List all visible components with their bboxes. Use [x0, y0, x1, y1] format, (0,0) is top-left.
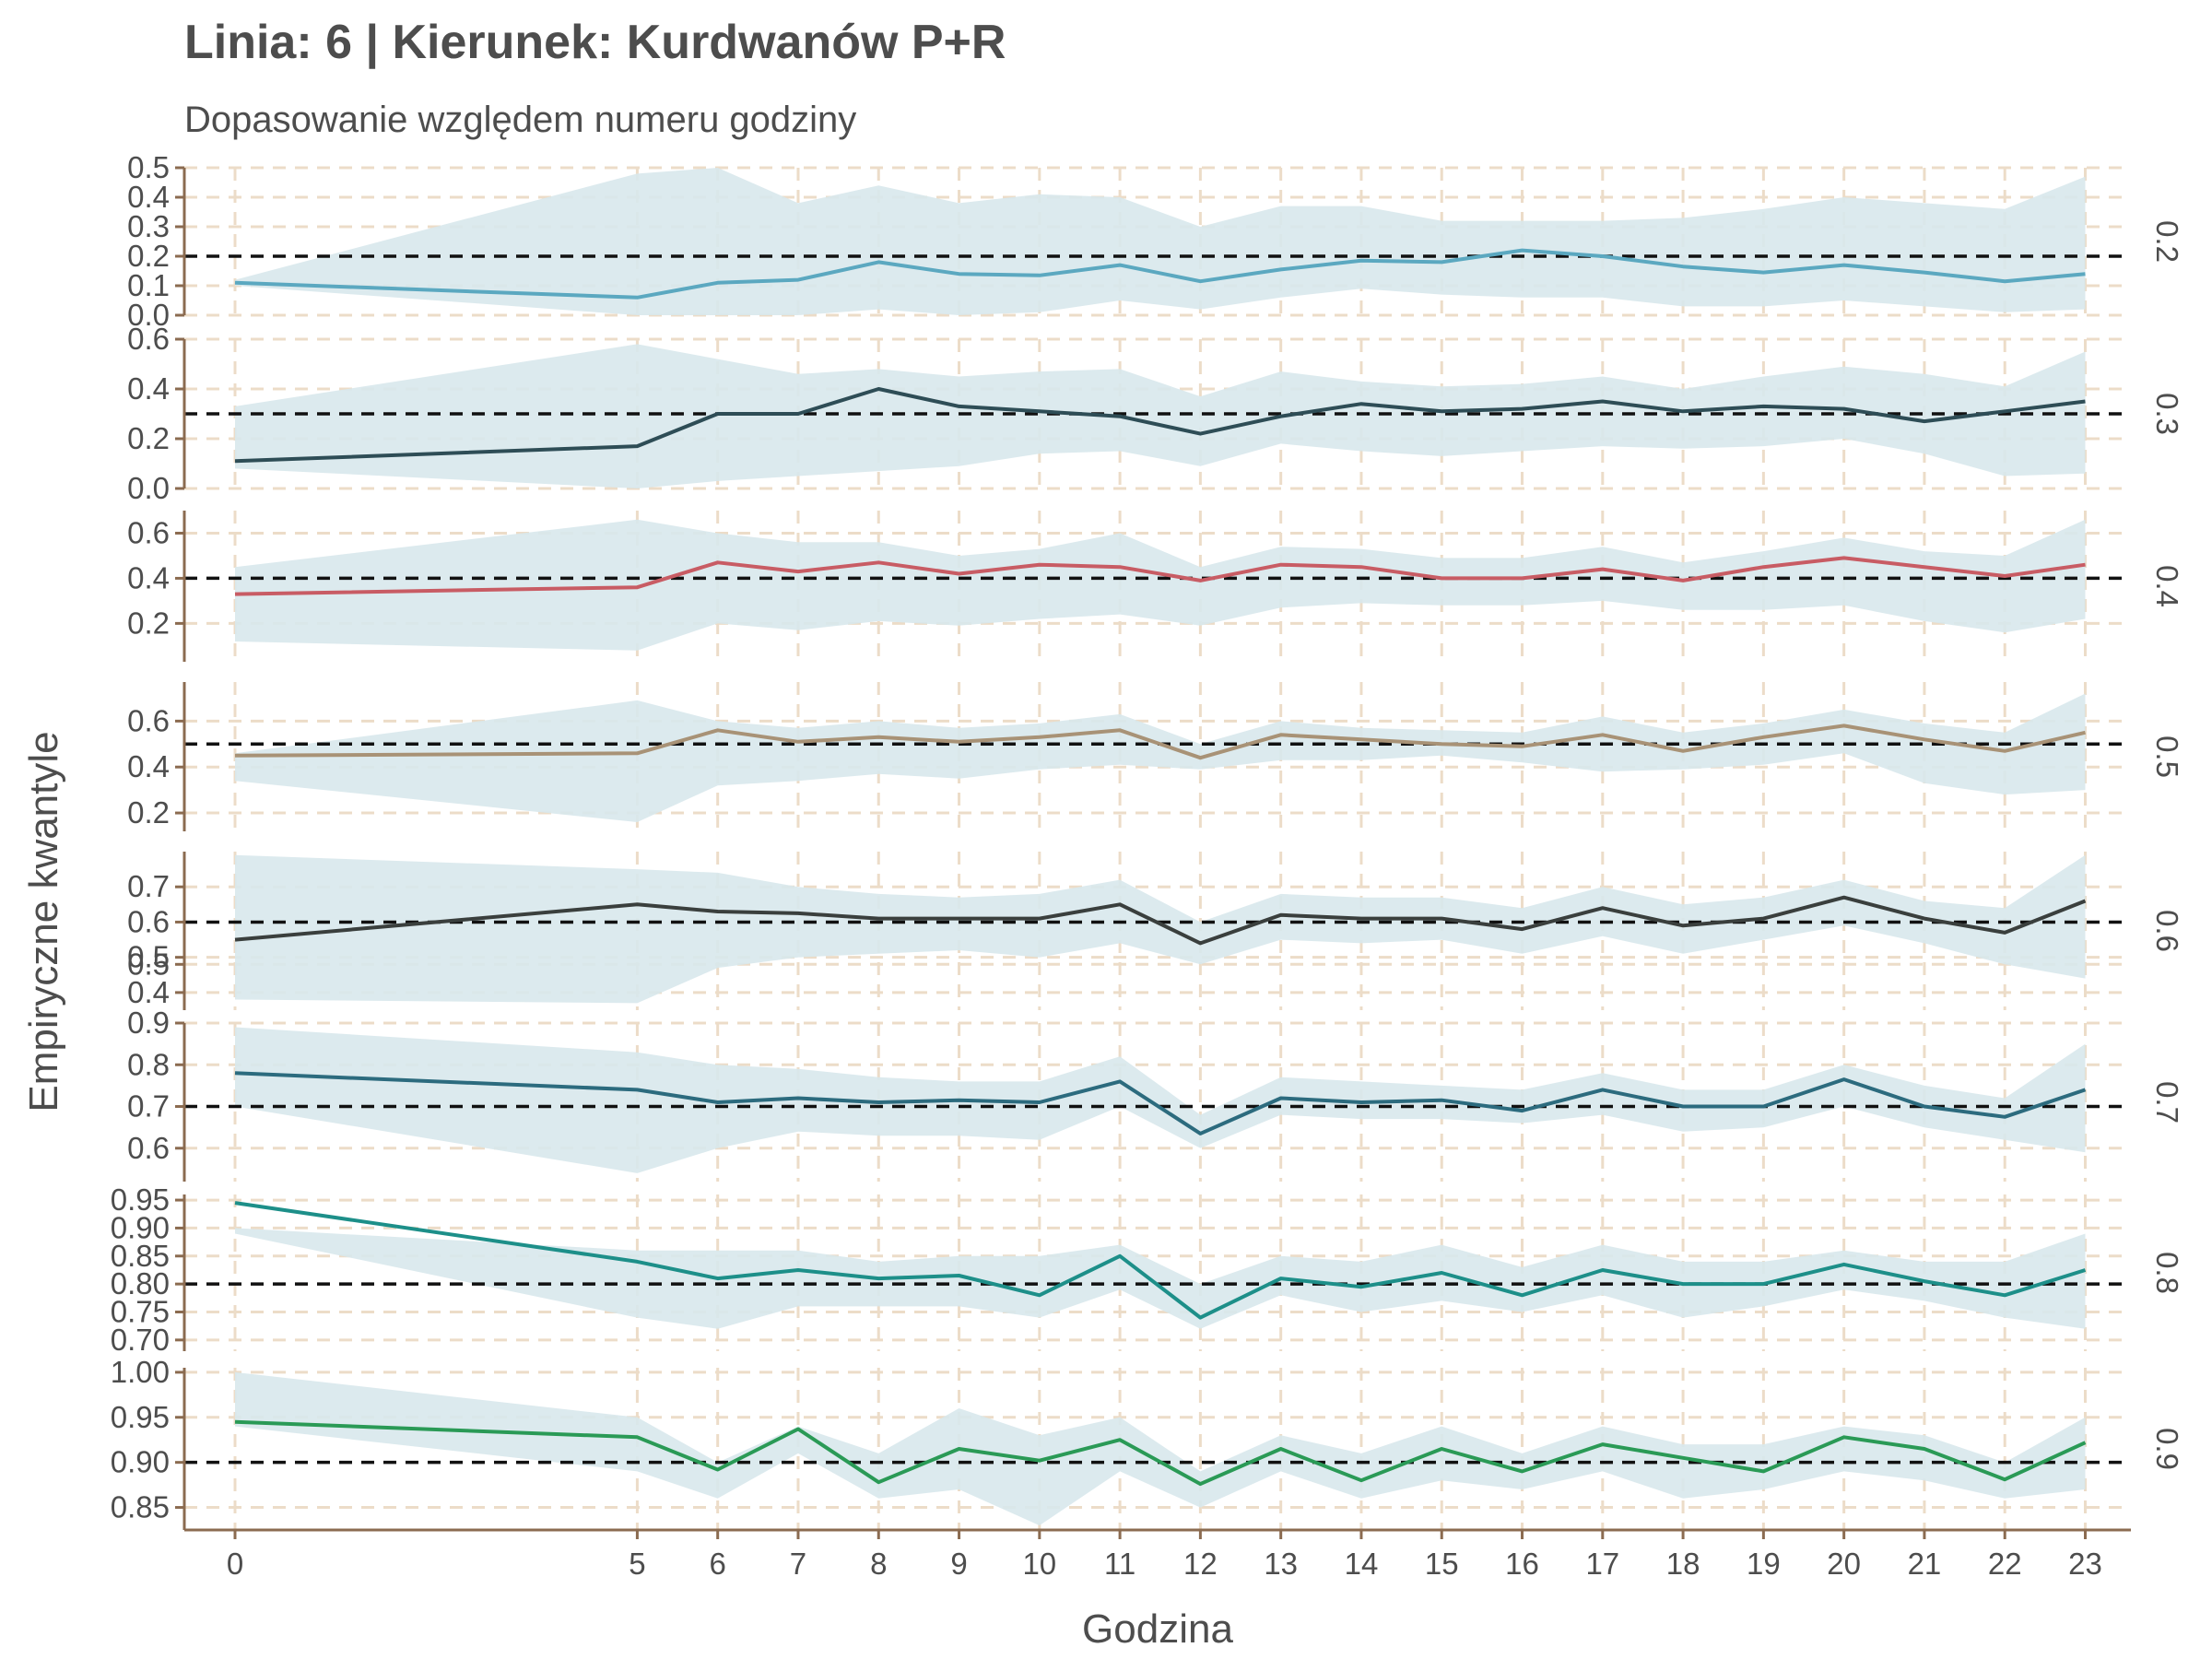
facet-panel-0.4: 0.2 0.4 0.6 0.4 — [127, 511, 2184, 662]
y-tick-label: 0.85 — [111, 1490, 170, 1524]
x-tick-label: 14 — [1345, 1547, 1379, 1581]
y-tick-label: 0.5 — [127, 150, 170, 184]
x-tick-label: 20 — [1827, 1547, 1861, 1581]
x-tick-label: 15 — [1425, 1547, 1459, 1581]
y-axis-label: Empiryczne kwantyle — [21, 731, 66, 1112]
y-tick-label: 0.4 — [127, 180, 170, 214]
confidence-band — [235, 1027, 2086, 1173]
y-tick-label: 0.2 — [127, 795, 170, 830]
confidence-band — [235, 519, 2086, 651]
x-tick-label: 13 — [1264, 1547, 1298, 1581]
facet-strip-label: 0.4 — [2150, 565, 2184, 607]
x-tick-label: 21 — [1908, 1547, 1942, 1581]
series-line — [234, 1071, 2087, 1135]
x-axis-label: Godzina — [1082, 1606, 1233, 1652]
x-tick-label: 8 — [870, 1547, 887, 1581]
facet-panel-0.6: 0.40.50.50.60.70.6 — [127, 852, 2184, 1010]
y-tick-label: 0.5 — [127, 947, 170, 981]
facet-panel-0.2: 0.00.10.20.30.40.50.2 — [127, 150, 2184, 332]
y-tick-label: 0.90 — [111, 1445, 170, 1479]
x-tick-label: 18 — [1666, 1547, 1700, 1581]
y-tick-label: 0.8 — [127, 1047, 170, 1081]
y-tick-label: 0.5 — [127, 940, 170, 974]
facet-strip-label: 0.2 — [2150, 220, 2184, 263]
y-tick-label: 0.4 — [127, 560, 170, 594]
confidence-band — [235, 1371, 2086, 1526]
series-line — [234, 248, 2086, 300]
y-tick-label: 0.70 — [111, 1323, 170, 1357]
facet-panel-0.9: 0.85 0.90 0.95 1.00 0.9 — [111, 1355, 2184, 1530]
x-tick-label: 7 — [790, 1547, 806, 1581]
x-tick-label: 23 — [2068, 1547, 2102, 1581]
x-tick-label: 10 — [1022, 1547, 1056, 1581]
facet-strip-label: 0.5 — [2150, 735, 2184, 778]
facet-panel-0.3: 0.0 0.2 0.4 0.6 0.3 — [127, 322, 2184, 505]
y-tick-label: 0.6 — [127, 515, 170, 549]
x-tick-label: 12 — [1183, 1547, 1218, 1581]
y-tick-label: 0.9 — [127, 1006, 170, 1040]
y-tick-label: 1.00 — [111, 1355, 170, 1389]
x-tick-label: 6 — [710, 1547, 726, 1581]
x-tick-label: 9 — [950, 1547, 967, 1581]
facet-strip-label: 0.7 — [2150, 1081, 2184, 1124]
y-tick-label: 0.6 — [127, 322, 170, 356]
y-tick-label: 0.6 — [127, 904, 170, 938]
confidence-band — [235, 1228, 2086, 1329]
y-tick-label: 0.6 — [127, 703, 170, 737]
y-tick-label: 0.6 — [127, 1131, 170, 1165]
x-tick-label: 22 — [1988, 1547, 2022, 1581]
series-line — [234, 556, 2086, 596]
facet-strip-label: 0.9 — [2150, 1428, 2184, 1470]
confidence-band — [235, 168, 2086, 315]
y-tick-label: 0.1 — [127, 268, 170, 302]
chart-subtitle: Dopasowanie względem numeru godziny — [184, 100, 856, 140]
series-line — [234, 1419, 2087, 1487]
y-tick-label: 0.4 — [127, 749, 170, 783]
facet-strip-label: 0.6 — [2150, 910, 2184, 952]
y-tick-label: 0.85 — [111, 1239, 170, 1273]
confidence-band — [235, 854, 2086, 1004]
series-line — [234, 724, 2086, 760]
y-tick-label: 0.2 — [127, 421, 170, 455]
y-tick-label: 0.0 — [127, 471, 170, 505]
facet-panel-0.7: 0.6 0.7 0.8 0.9 0.7 — [127, 1006, 2184, 1182]
y-tick-label: 0.95 — [111, 1400, 170, 1434]
y-tick-label: 0.2 — [127, 606, 170, 640]
y-tick-label: 0.7 — [127, 869, 170, 903]
x-tick-label: 19 — [1747, 1547, 1781, 1581]
x-tick-label: 0 — [227, 1547, 243, 1581]
series-line — [234, 895, 2087, 946]
series-line — [234, 1201, 2087, 1320]
y-tick-label: 0.90 — [111, 1210, 170, 1244]
y-tick-label: 0.75 — [111, 1295, 170, 1329]
x-tick-label: 11 — [1104, 1547, 1135, 1581]
x-tick-label: 5 — [629, 1547, 645, 1581]
y-tick-label: 0.95 — [111, 1182, 170, 1217]
chart-title: Linia: 6 | Kierunek: Kurdwanów P+R — [184, 16, 1006, 69]
y-tick-label: 0.4 — [127, 371, 170, 406]
y-tick-label: 0.80 — [111, 1266, 170, 1300]
facet-panel-0.5: 0.2 0.4 0.6 0.5 — [127, 682, 2184, 831]
y-tick-label: 0.3 — [127, 209, 170, 243]
facet-panels: 0.00.10.20.30.40.50.20.00.20.40.60.30.20… — [111, 150, 2184, 1530]
x-tick-label: 16 — [1505, 1547, 1539, 1581]
x-tick-label: 17 — [1585, 1547, 1619, 1581]
facet-strip-label: 0.3 — [2150, 393, 2184, 435]
facet-panel-0.8: 0.700.750.800.850.900.95 0.8 — [111, 1182, 2184, 1357]
y-tick-label: 0.7 — [127, 1089, 170, 1124]
y-tick-label: 0.4 — [127, 975, 170, 1009]
series-line — [234, 387, 2086, 464]
y-tick-label: 0.0 — [127, 298, 170, 332]
x-axis: 0 5 6 7 8 9 10 11 12 13 14 15 16 17 18 19 20 21 22 23 — [184, 1528, 2131, 1581]
y-tick-label: 0.2 — [127, 239, 170, 273]
confidence-band — [235, 344, 2086, 488]
facet-strip-label: 0.8 — [2150, 1252, 2184, 1294]
confidence-band — [235, 693, 2086, 822]
